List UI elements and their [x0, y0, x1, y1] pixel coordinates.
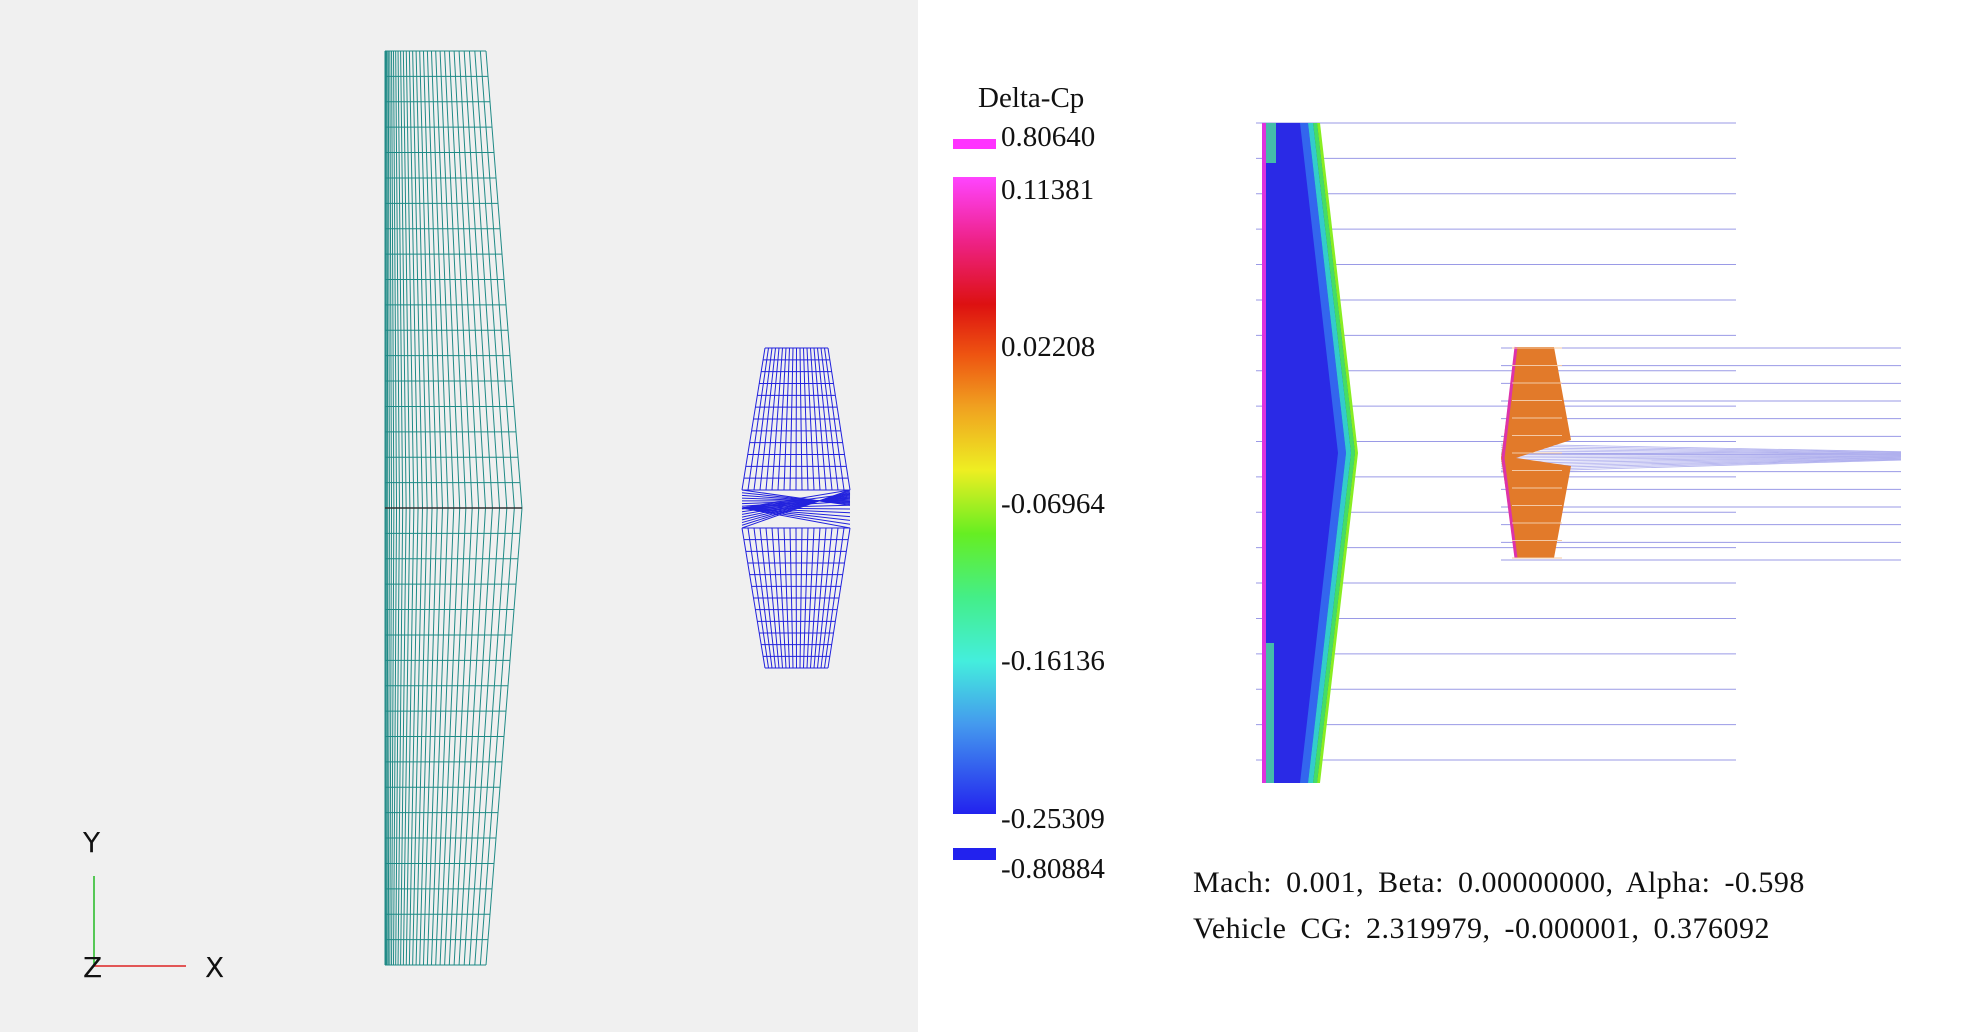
- tail-wake-fan: [1500, 450, 1902, 455]
- tail-wake-fan: [1500, 456, 1902, 461]
- legend-title: Delta-Cp: [978, 82, 1085, 114]
- wing-leading-edge-strip: [1262, 123, 1266, 783]
- legend-max-label: 0.80640: [1001, 121, 1096, 153]
- flow-conditions-text: Mach: 0.001, Beta: 0.00000000, Alpha: -0…: [1193, 866, 1805, 899]
- main-wing-wireframe: [384, 50, 523, 966]
- legend-tick-5: -0.25309: [1001, 803, 1105, 835]
- results-viewport[interactable]: Delta-Cp 0.80640 0.11381 0.02208 -0.0696…: [918, 0, 1976, 1032]
- tail-notch-fan: [741, 507, 851, 510]
- tail-notch-fan: [741, 489, 851, 509]
- z-axis-label: Z: [83, 951, 103, 984]
- geometry-viewport[interactable]: Y Z X: [0, 0, 918, 1032]
- tail-wake-fan: [1500, 458, 1902, 468]
- tail-notch-fan: [741, 497, 851, 509]
- tail-leading-edge: [1501, 457, 1518, 559]
- wing-pressure-surface: [1262, 123, 1358, 783]
- tail-wireframe: [741, 347, 851, 669]
- tail-notch-fan: [741, 500, 851, 509]
- legend-tick-1: 0.11381: [1001, 174, 1095, 206]
- tail-notch-fan: [741, 507, 851, 521]
- tail-pressure-surface: [1501, 346, 1571, 559]
- wing-cp-band: [1300, 123, 1346, 783]
- wireframe-canvas: [93, 50, 851, 967]
- tail-wake-fan: [1500, 457, 1902, 464]
- y-axis-label: Y: [83, 826, 101, 859]
- tail-notch-fan: [741, 507, 851, 529]
- axis-triad: [93, 876, 186, 967]
- wing-cp-tip-patch: [1266, 123, 1276, 163]
- x-axis-label: X: [205, 951, 225, 984]
- tail-wake-fan: [1500, 454, 1902, 457]
- tail-notch-fan: [741, 507, 851, 518]
- tail-wake-fan: [1500, 452, 1902, 455]
- tail-notch-fan: [741, 504, 851, 509]
- tail-wake-fan: [1500, 457, 1902, 466]
- colorbar-max-swatch: [953, 139, 996, 149]
- legend-tick-4: -0.16136: [1001, 645, 1105, 677]
- wing-cp-tip-patch: [1266, 643, 1274, 783]
- colorbar-gradient: [953, 177, 996, 814]
- tail-wake-fan: [1500, 455, 1902, 459]
- pressure-plot-canvas: [1256, 122, 1902, 783]
- legend-min-label: -0.80884: [1001, 853, 1105, 885]
- tail-notch-fan: [741, 507, 851, 514]
- colorbar-min-swatch: [953, 848, 996, 860]
- tail-wake-fan: [1500, 448, 1902, 454]
- tail-wake-fan: [1500, 443, 1902, 453]
- tail-wake-fan: [1500, 447, 1902, 454]
- tail-notch-fan: [741, 493, 851, 509]
- vehicle-cg-text: Vehicle CG: 2.319979, -0.000001, 0.37609…: [1193, 912, 1770, 945]
- tail-wake-fan: [1500, 456, 1902, 462]
- colorbar: [953, 139, 996, 860]
- legend-tick-3: -0.06964: [1001, 488, 1105, 520]
- legend-tick-2: 0.02208: [1001, 331, 1096, 363]
- tail-notch-fan: [741, 507, 851, 525]
- tail-wake-fan: [1500, 445, 1902, 453]
